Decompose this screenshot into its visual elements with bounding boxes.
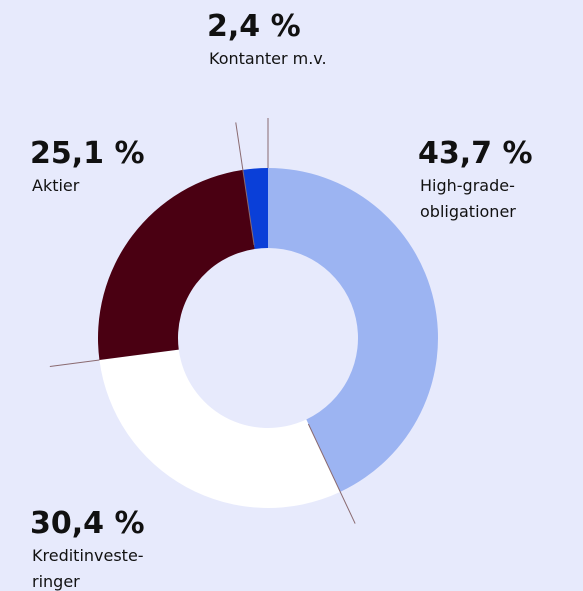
leader-line — [235, 122, 255, 246]
category-label: Aktier — [32, 176, 80, 195]
value-label: 30,4 % — [30, 506, 145, 541]
value-label: 43,7 % — [418, 136, 533, 171]
donut-segment — [268, 168, 439, 492]
donut-segment — [98, 169, 255, 361]
leader-line — [49, 359, 100, 367]
value-label: 25,1 % — [30, 136, 145, 171]
donut-segment — [99, 349, 341, 508]
category-label: Kontanter m.v. — [209, 49, 327, 68]
category-label: Kreditinveste- — [32, 546, 144, 565]
category-label: High-grade- — [420, 176, 515, 195]
category-label: ringer — [32, 572, 80, 591]
value-label: 2,4 % — [207, 9, 301, 44]
donut-segment — [242, 168, 268, 249]
category-label: obligationer — [420, 202, 516, 221]
leader-line — [307, 423, 356, 524]
